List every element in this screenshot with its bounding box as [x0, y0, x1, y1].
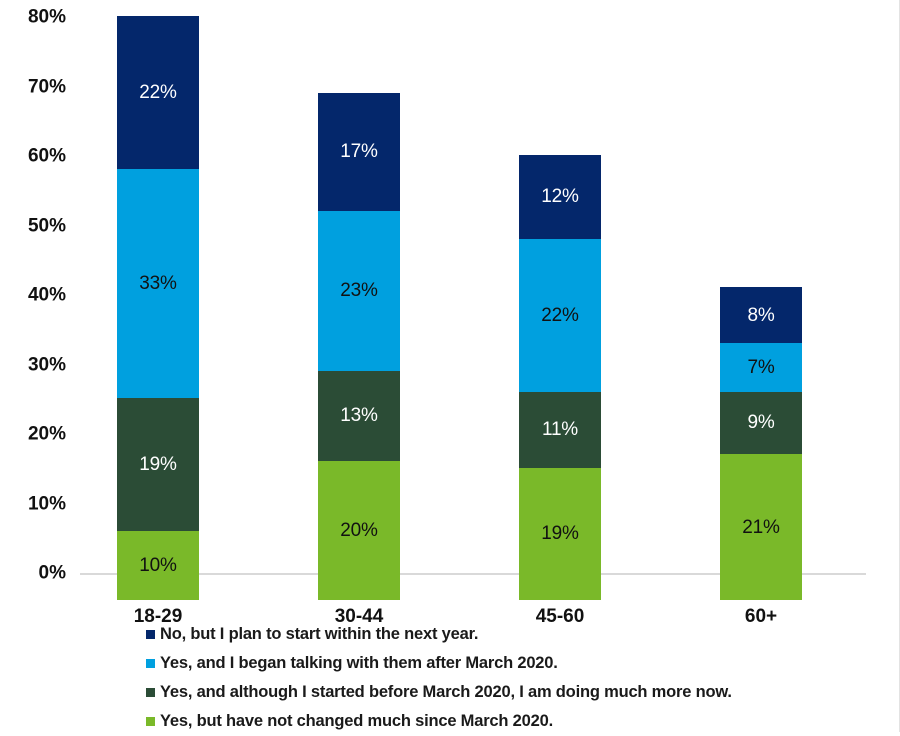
- bar-stack[interactable]: 10% 19% 33% 22%: [117, 16, 199, 600]
- legend-item-label: Yes, and although I started before March…: [160, 683, 732, 701]
- bar-segment-value-label: 23%: [340, 280, 378, 302]
- legend-square-icon: [146, 630, 155, 639]
- bar-segment-value-label: 19%: [541, 523, 579, 545]
- bar-segment-value-label: 7%: [747, 356, 775, 378]
- bar-segment[interactable]: 11%: [519, 391, 601, 468]
- bars-layer: 10% 19% 33% 22% 18-29 20% 13% 23% 17% 30-44 19% 11%…: [117, 16, 802, 627]
- x-axis-category-label: 45-60: [535, 606, 585, 627]
- bar-segment[interactable]: 22%: [117, 16, 199, 170]
- bar-segment[interactable]: 33%: [117, 169, 199, 399]
- bar-segment-value-label: 9%: [747, 412, 775, 434]
- bar-segment-value-label: 11%: [541, 419, 579, 441]
- legend-square-icon: [146, 717, 155, 726]
- y-axis-tick-label: 60%: [27, 145, 66, 167]
- bar-group: 21% 9% 7% 8%: [720, 27, 802, 600]
- bar-segment-value-label: 22%: [139, 82, 177, 104]
- bar-segment[interactable]: 21%: [720, 454, 802, 600]
- legend-square-icon: [146, 688, 155, 697]
- bar-segment-value-label: 17%: [340, 141, 378, 163]
- x-axis-category-label: 30-44: [334, 606, 384, 627]
- legend-item[interactable]: Yes, and I began talking with them after…: [146, 649, 866, 678]
- x-axis-category-label: 60+: [744, 606, 778, 627]
- bar-stack[interactable]: 20% 13% 23% 17%: [318, 92, 400, 600]
- legend-item-label: Yes, and I began talking with them after…: [160, 654, 558, 672]
- y-axis-tick-label: 50%: [27, 215, 66, 236]
- y-axis-tick-label: 40%: [27, 284, 66, 306]
- chart-legend: No, but I plan to start within the next …: [146, 620, 866, 736]
- bar-group: 19% 11% 22% 12%: [519, 27, 601, 600]
- legend-item[interactable]: No, but I plan to start within the next …: [146, 620, 866, 649]
- bar-segment-value-label: 13%: [340, 405, 378, 427]
- bar-segment-value-label: 20%: [340, 520, 378, 541]
- bar-group: 10% 19% 33% 22%: [117, 16, 199, 600]
- y-axis-tick-label: 10%: [27, 493, 66, 514]
- legend-item-label: No, but I plan to start within the next …: [160, 625, 479, 643]
- bar-segment-value-label: 19%: [139, 453, 177, 475]
- bar-stack[interactable]: 21% 9% 7% 8%: [720, 287, 802, 600]
- bar-segment-value-label: 21%: [742, 516, 780, 538]
- bar-stack[interactable]: 19% 11% 22% 12%: [519, 155, 601, 600]
- bar-segment[interactable]: 19%: [117, 398, 199, 531]
- legend-item-label: Yes, but have not changed much since Mar…: [160, 712, 553, 730]
- legend-item[interactable]: Yes, and although I started before March…: [146, 678, 866, 707]
- bar-segment-value-label: 8%: [747, 304, 775, 326]
- bar-segment-value-label: 12%: [541, 186, 579, 208]
- bar-segment[interactable]: 9%: [720, 391, 802, 455]
- legend-square-icon: [146, 659, 155, 668]
- y-axis-tick-label: 80%: [27, 6, 66, 28]
- bar-group: 20% 13% 23% 17%: [318, 27, 400, 600]
- y-axis-tick-label: 20%: [27, 423, 66, 445]
- bar-segment[interactable]: 10%: [117, 530, 199, 600]
- bar-segment-value-label: 10%: [139, 554, 177, 576]
- bar-segment-value-label: 22%: [541, 304, 579, 326]
- bar-segment[interactable]: 13%: [318, 370, 400, 461]
- bar-segment[interactable]: 19%: [519, 467, 601, 600]
- bar-segment-value-label: 33%: [139, 273, 177, 295]
- bar-segment[interactable]: 17%: [318, 92, 400, 211]
- bar-segment[interactable]: 23%: [318, 210, 400, 371]
- y-axis: 0% 10% 20% 30% 40% 50% 60% 70% 80%: [0, 0, 78, 600]
- plot-area: 0% 10% 20% 30% 40% 50% 60% 70% 80% 10% 19% 33% 22% 1…: [0, 0, 866, 627]
- bar-segment[interactable]: 22%: [519, 238, 601, 392]
- x-axis-baseline: [80, 573, 866, 575]
- bar-segment[interactable]: 7%: [720, 342, 802, 392]
- bar-segment[interactable]: 12%: [519, 155, 601, 239]
- y-axis-tick-label: 30%: [27, 354, 66, 375]
- legend-item[interactable]: Yes, but have not changed much since Mar…: [146, 707, 866, 736]
- bar-segment[interactable]: 20%: [318, 461, 400, 600]
- bar-segment[interactable]: 8%: [720, 287, 802, 343]
- y-axis-tick-label: 0%: [38, 562, 66, 584]
- x-axis-category-label: 18-29: [133, 606, 183, 627]
- y-axis-tick-label: 70%: [27, 76, 66, 97]
